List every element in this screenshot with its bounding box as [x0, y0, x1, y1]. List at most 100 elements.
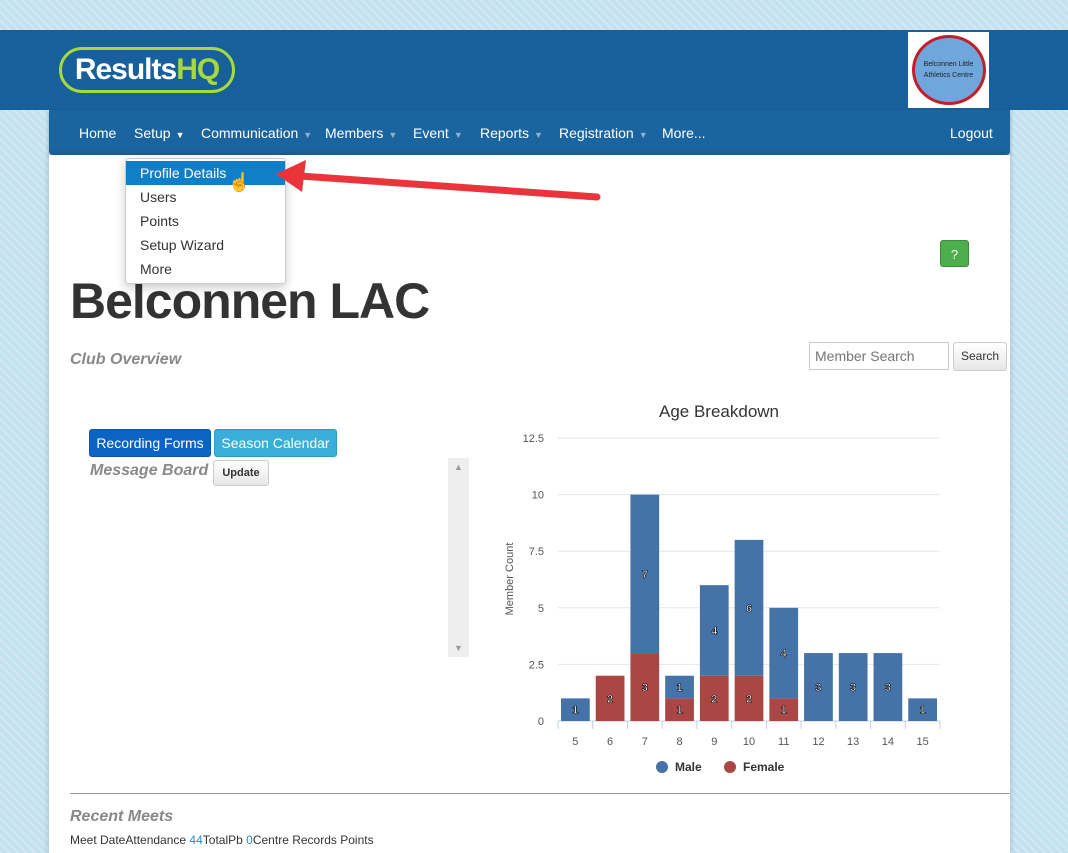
- nav-setup-label: Setup: [134, 125, 171, 141]
- x-tick-label: 8: [676, 736, 682, 748]
- message-board-scrollbar[interactable]: ▲ ▼: [448, 458, 469, 657]
- y-tick-label: 2.5: [529, 659, 544, 671]
- data-label: 6: [746, 603, 752, 615]
- update-button[interactable]: Update: [213, 460, 269, 486]
- meet-date-header: Meet Date: [70, 833, 126, 847]
- data-label: 2: [711, 693, 717, 705]
- bar-male: [804, 653, 833, 721]
- bar-male: [665, 675, 694, 699]
- nav-communication[interactable]: Communication ▼: [201, 125, 312, 141]
- bar-male: [908, 698, 937, 721]
- menu-item-points[interactable]: Points: [140, 213, 179, 229]
- data-label: 1: [676, 705, 682, 717]
- bar-female: [769, 698, 799, 721]
- data-label: 3: [642, 682, 648, 694]
- caret-down-icon: ▼: [303, 130, 313, 140]
- total-pb-count: 0: [246, 833, 253, 847]
- data-label: 3: [885, 682, 891, 694]
- menu-item-profile-details[interactable]: Profile Details: [126, 161, 285, 185]
- chart-title: Age Breakdown: [659, 402, 779, 421]
- bar-male: [630, 494, 660, 654]
- season-calendar-button[interactable]: Season Calendar: [214, 429, 337, 457]
- caret-down-icon: ▼: [388, 130, 398, 140]
- legend-marker-male: [656, 761, 668, 773]
- main-nav: Home Setup ▼ Communication ▼ Members ▼ Even…: [49, 110, 1010, 155]
- page-subtitle: Club Overview: [70, 351, 182, 368]
- nav-communication-label: Communication: [201, 125, 299, 141]
- data-label: 3: [815, 682, 821, 694]
- nav-members-label: Members: [325, 125, 384, 141]
- recording-forms-button[interactable]: Recording Forms: [89, 429, 211, 457]
- data-label: 1: [920, 705, 926, 717]
- bar-male: [734, 539, 764, 676]
- y-axis-label: Member Count: [504, 543, 516, 616]
- nav-reports[interactable]: Reports ▼: [480, 125, 543, 141]
- nav-more[interactable]: More...: [662, 125, 706, 141]
- caret-down-icon: ▼: [175, 130, 185, 140]
- data-label: 3: [850, 682, 856, 694]
- bar-female: [665, 698, 694, 721]
- menu-item-users[interactable]: Users: [140, 189, 177, 205]
- nav-event[interactable]: Event ▼: [413, 125, 463, 141]
- legend-label-male: Male: [675, 760, 702, 774]
- y-tick-label: 5: [538, 603, 544, 615]
- x-tick-label: 12: [812, 736, 824, 748]
- age-breakdown-chart: Age Breakdown Member Count 0 2.5 5 7.5 10 12.…: [504, 402, 941, 774]
- x-tick-label: 13: [847, 736, 859, 748]
- bar-male: [769, 607, 799, 699]
- bar-male: [838, 653, 868, 721]
- data-label: 4: [711, 625, 718, 637]
- bar-female: [734, 675, 764, 721]
- x-tick-label: 10: [743, 736, 755, 748]
- data-label: 1: [572, 705, 578, 717]
- nav-members[interactable]: Members ▼: [325, 125, 397, 141]
- hand-cursor-icon: ☝: [228, 172, 251, 192]
- bar-female: [699, 675, 729, 721]
- bar-male: [699, 585, 729, 676]
- member-search-input[interactable]: [809, 342, 949, 370]
- bar-female: [630, 653, 660, 721]
- legend-marker-female: [724, 761, 736, 773]
- recent-meets-header: Meet DateAttendance 44TotalPb 0Centre Re…: [70, 833, 374, 847]
- x-tick-label: 5: [572, 736, 578, 748]
- attendance-header: Attendance: [125, 833, 187, 847]
- scroll-down-icon[interactable]: ▼: [454, 643, 463, 653]
- header-bar: Results HQ Belconnen Little Athletics Cen…: [0, 30, 1068, 110]
- y-tick-label: 0: [538, 716, 544, 728]
- nav-registration[interactable]: Registration ▼: [559, 125, 648, 141]
- message-board-title: Message Board: [90, 462, 209, 479]
- legend-label-female: Female: [743, 760, 785, 774]
- bar-male: [561, 698, 590, 721]
- x-tick-label: 9: [711, 736, 717, 748]
- nav-reports-label: Reports: [480, 125, 530, 141]
- data-label: 1: [781, 705, 787, 717]
- data-label: 2: [607, 693, 613, 705]
- data-label: 2: [746, 693, 752, 705]
- nav-setup[interactable]: Setup ▼: [134, 125, 185, 141]
- data-label: 4: [781, 648, 788, 660]
- x-tick-label: 14: [882, 736, 894, 748]
- caret-down-icon: ▼: [534, 130, 543, 140]
- attendance-count: 44: [189, 833, 203, 847]
- logo-accent: HQ: [176, 53, 220, 86]
- data-label: 1: [676, 682, 682, 694]
- x-tick-label: 11: [778, 736, 789, 748]
- data-label: 7: [642, 569, 648, 581]
- bar-female: [595, 675, 625, 721]
- menu-item-more[interactable]: More: [140, 261, 172, 277]
- club-logo-text: Belconnen Little Athletics Centre: [911, 35, 986, 105]
- points-header: Points: [340, 833, 374, 847]
- resultshq-logo[interactable]: Results HQ: [59, 47, 235, 93]
- x-tick-label: 7: [642, 736, 648, 748]
- recent-meets-title: Recent Meets: [70, 808, 174, 825]
- search-button[interactable]: Search: [953, 342, 1007, 371]
- menu-item-setup-wizard[interactable]: Setup Wizard: [140, 237, 225, 253]
- help-button[interactable]: ?: [940, 240, 969, 267]
- logout-link[interactable]: Logout: [950, 125, 993, 141]
- y-tick-label: 12.5: [523, 433, 544, 445]
- y-tick-label: 10: [532, 490, 544, 502]
- logo-text: Results: [74, 53, 177, 86]
- scroll-up-icon[interactable]: ▲: [454, 462, 463, 472]
- nav-home[interactable]: Home: [79, 125, 117, 141]
